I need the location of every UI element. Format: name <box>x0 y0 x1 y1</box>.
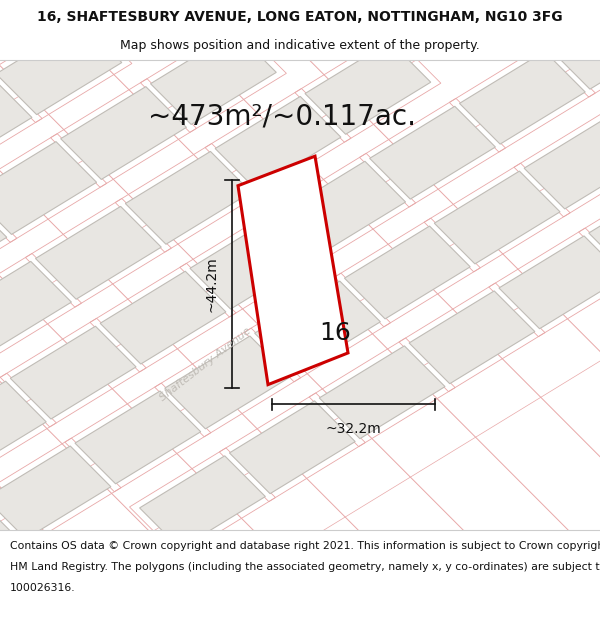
Polygon shape <box>165 336 290 429</box>
Polygon shape <box>0 77 32 169</box>
Polygon shape <box>319 346 445 439</box>
Polygon shape <box>0 142 97 234</box>
Polygon shape <box>215 96 341 189</box>
Polygon shape <box>61 87 187 179</box>
Polygon shape <box>460 51 585 144</box>
Polygon shape <box>100 271 226 364</box>
Polygon shape <box>190 216 316 309</box>
Text: 100026316.: 100026316. <box>10 583 75 593</box>
Polygon shape <box>10 326 136 419</box>
Polygon shape <box>229 401 355 494</box>
Polygon shape <box>0 22 122 114</box>
Polygon shape <box>524 116 600 209</box>
Polygon shape <box>0 197 7 289</box>
Text: Contains OS data © Crown copyright and database right 2021. This information is : Contains OS data © Crown copyright and d… <box>10 541 600 551</box>
Polygon shape <box>280 161 406 254</box>
Polygon shape <box>344 226 470 319</box>
Polygon shape <box>550 0 600 89</box>
Text: Map shows position and indicative extent of the property.: Map shows position and indicative extent… <box>120 39 480 51</box>
Polygon shape <box>370 106 496 199</box>
Polygon shape <box>589 181 600 274</box>
Polygon shape <box>0 501 21 594</box>
Text: ~32.2m: ~32.2m <box>326 422 382 436</box>
Text: 16, SHAFTESBURY AVENUE, LONG EATON, NOTTINGHAM, NG10 3FG: 16, SHAFTESBURY AVENUE, LONG EATON, NOTT… <box>37 10 563 24</box>
Polygon shape <box>409 291 535 384</box>
Text: ~44.2m: ~44.2m <box>205 256 219 312</box>
Polygon shape <box>0 381 46 474</box>
Text: Shaftesbury Avenue: Shaftesbury Avenue <box>157 325 253 402</box>
Text: HM Land Registry. The polygons (including the associated geometry, namely x, y c: HM Land Registry. The polygons (includin… <box>10 562 600 572</box>
Polygon shape <box>254 281 380 374</box>
Polygon shape <box>434 171 560 264</box>
Polygon shape <box>75 391 201 484</box>
Text: ~473m²/~0.117ac.: ~473m²/~0.117ac. <box>148 102 416 131</box>
Polygon shape <box>499 236 600 329</box>
Polygon shape <box>125 151 251 244</box>
Polygon shape <box>35 206 161 299</box>
Polygon shape <box>305 41 431 134</box>
Polygon shape <box>0 261 71 354</box>
Polygon shape <box>0 446 111 539</box>
Text: 16: 16 <box>319 321 351 345</box>
Polygon shape <box>151 32 276 124</box>
Polygon shape <box>140 456 265 549</box>
Polygon shape <box>238 156 348 384</box>
